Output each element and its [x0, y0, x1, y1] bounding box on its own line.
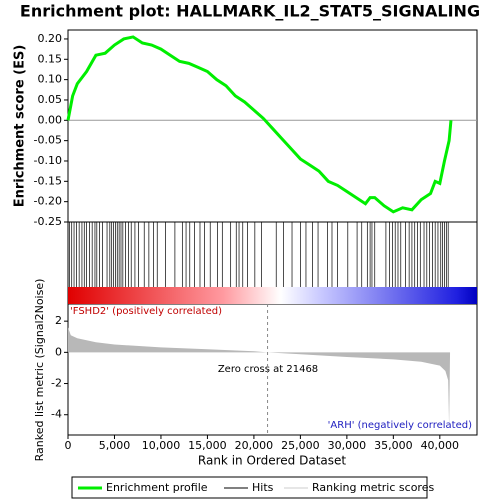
x-tick-label: 25,000: [281, 439, 320, 452]
x-tick-label: 35,000: [374, 439, 413, 452]
x-tick-label: 15,000: [188, 439, 227, 452]
y-tick-label: 0.15: [38, 52, 63, 65]
annotation: 'ARH' (negatively correlated): [328, 420, 472, 431]
y-tick-label: -4: [51, 408, 62, 421]
legend-label: Ranking metric scores: [312, 481, 434, 494]
y-tick-label: 0.00: [38, 113, 63, 126]
y-tick-label: -0.20: [34, 195, 62, 208]
y-tick-label: -0.10: [34, 154, 62, 167]
chart-title: Enrichment plot: HALLMARK_IL2_STAT5_SIGN…: [20, 2, 480, 21]
legend-label: Enrichment profile: [106, 481, 208, 494]
y-tick-label: -0.05: [34, 134, 62, 147]
x-tick-label: 20,000: [235, 439, 274, 452]
legend: [71, 476, 428, 499]
es-curve: [66, 35, 453, 214]
x-axis-label: Rank in Ordered Dataset: [198, 454, 346, 468]
x-tick-label: 10,000: [142, 439, 181, 452]
x-tick-label: 5,000: [99, 439, 131, 452]
x-tick-label: 0: [65, 439, 72, 452]
annotation: Zero cross at 21468: [218, 364, 318, 375]
y-axis-label: Ranked list metric (Signal2Noise): [33, 279, 46, 462]
y-tick-label: 0.05: [38, 93, 63, 106]
y-tick-label: -2: [51, 377, 62, 390]
color-bar: [68, 287, 477, 304]
x-tick-label: 40,000: [421, 439, 460, 452]
y-tick-label: 0.10: [38, 73, 63, 86]
legend-label: Hits: [252, 481, 274, 494]
annotation: 'FSHD2' (positively correlated): [70, 306, 222, 317]
y-tick-label: -0.25: [34, 215, 62, 228]
metric-area: [68, 327, 451, 428]
y-tick-label: 2: [55, 314, 62, 327]
y-tick-label: 0.20: [38, 32, 63, 45]
plot-frame: [67, 29, 478, 436]
y-tick-label: 0: [55, 345, 62, 358]
x-tick-label: 30,000: [328, 439, 367, 452]
y-axis-label: Enrichment score (ES): [13, 45, 28, 208]
y-tick-label: -0.15: [34, 174, 62, 187]
